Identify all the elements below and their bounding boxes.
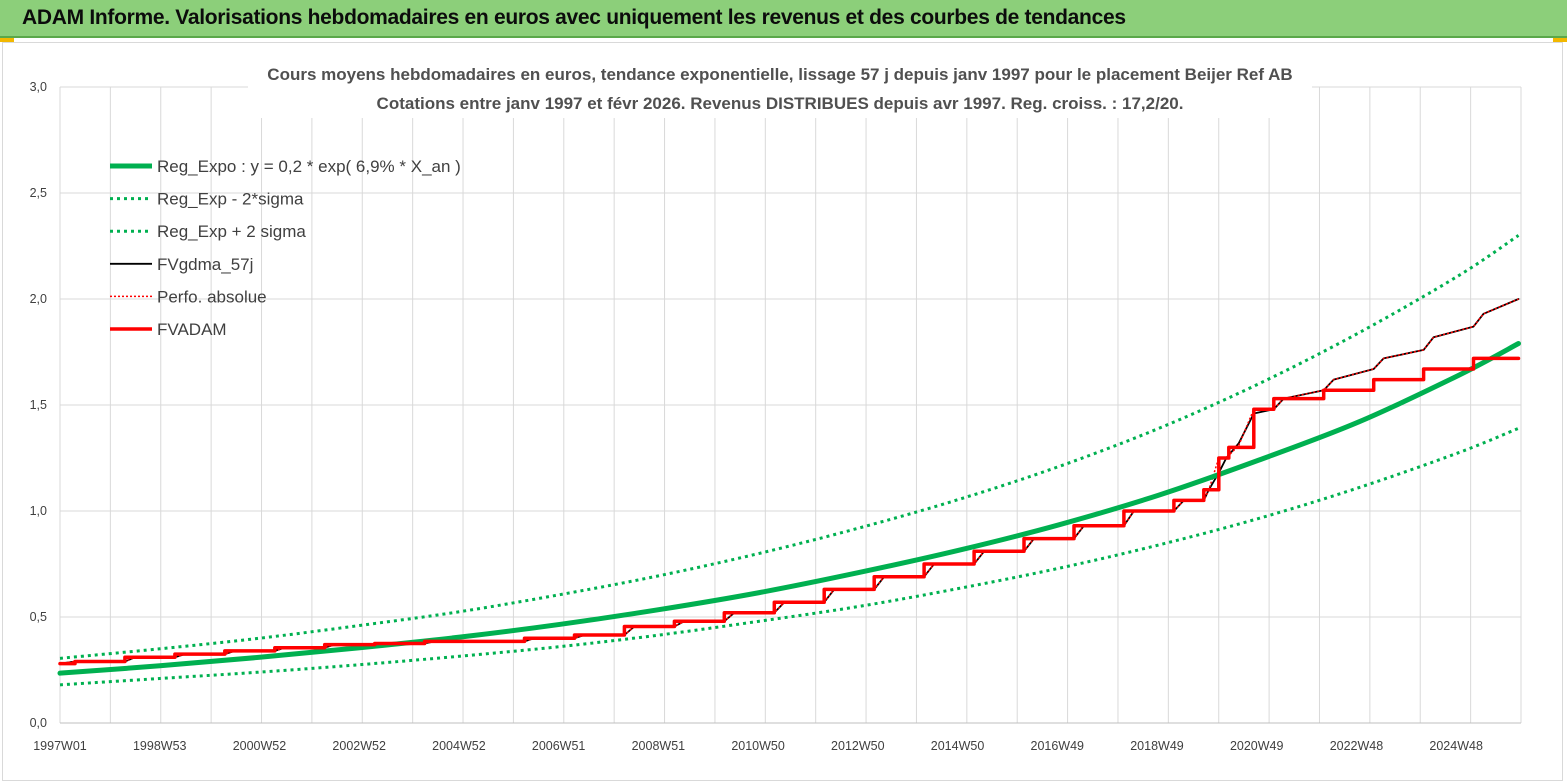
- x-tick-label: 2024W48: [1429, 739, 1483, 753]
- x-tick-label: 1998W53: [133, 739, 187, 753]
- tick-layer: 0,0 0,5 1,0 1,5 2,0 2,5 3,0 1997W01 1998W53 2000W…: [30, 80, 1483, 753]
- series-reg-expo: [57, 341, 1521, 676]
- y-tick-label: 1,0: [30, 504, 47, 518]
- legend-item-fvadam: FVADAM: [110, 320, 227, 339]
- chart-title: Cours moyens hebdomadaires en euros, ten…: [267, 65, 1292, 84]
- x-tick-label: 1997W01: [33, 739, 87, 753]
- x-tick-label: 2000W52: [233, 739, 287, 753]
- legend-label: Reg_Exp + 2 sigma: [157, 222, 306, 241]
- x-tick-label: 2008W51: [632, 739, 686, 753]
- header-bar: ADAM Informe. Valorisations hebdomadaire…: [0, 0, 1567, 38]
- series-reg-exp-minus-2sigma: [59, 426, 1520, 687]
- legend-item-perfo: Perfo. absolue: [110, 287, 267, 306]
- chart-title-bg: [248, 60, 1312, 118]
- y-tick-label: 0,0: [30, 716, 47, 730]
- series-fvadam: [58, 356, 1521, 666]
- legend-label: Reg_Expo : y = 0,2 * exp( 6,9% * X_an ): [157, 157, 461, 176]
- x-tick-label: 2004W52: [432, 739, 486, 753]
- chart-subtitle: Cotations entre janv 1997 et févr 2026. …: [377, 94, 1184, 113]
- x-tick-label: 2018W49: [1130, 739, 1184, 753]
- legend-item-fvgdma: FVgdma_57j: [110, 255, 253, 274]
- corner-marker-right: [1553, 38, 1567, 42]
- chart-frame: [2, 42, 1563, 781]
- page-title: ADAM Informe. Valorisations hebdomadaire…: [22, 6, 1126, 29]
- series-reg-exp-plus-2sigma: [59, 234, 1520, 660]
- x-tick-label: 2022W48: [1330, 739, 1384, 753]
- y-tick-label: 2,0: [30, 292, 47, 306]
- series-perfo-absolue: [59, 298, 1519, 665]
- x-tick-label: 2002W52: [332, 739, 386, 753]
- legend-item-reg-exp-plus: Reg_Exp + 2 sigma: [110, 222, 306, 241]
- y-tick-label: 1,5: [30, 398, 47, 412]
- legend-item-reg-exp-minus: Reg_Exp - 2*sigma: [110, 190, 304, 209]
- x-tick-label: 2006W51: [532, 739, 586, 753]
- legend-label: Reg_Exp - 2*sigma: [157, 190, 304, 209]
- x-tick-label: 2014W50: [931, 739, 985, 753]
- x-tick-label: 2020W49: [1230, 739, 1284, 753]
- x-tick-label: 2012W50: [831, 739, 885, 753]
- y-tick-label: 3,0: [30, 80, 47, 94]
- legend: Reg_Expo : y = 0,2 * exp( 6,9% * X_an ) R…: [110, 157, 461, 339]
- legend-label: FVgdma_57j: [157, 255, 253, 274]
- y-tick-label: 2,5: [30, 186, 47, 200]
- y-tick-label: 0,5: [30, 610, 47, 624]
- corner-marker-left: [0, 38, 14, 42]
- x-tick-label: 2016W49: [1031, 739, 1085, 753]
- x-tick-label: 2010W50: [731, 739, 785, 753]
- legend-label: FVADAM: [157, 320, 227, 339]
- series-fvgdma-57j: [59, 298, 1520, 665]
- legend-label: Perfo. absolue: [157, 287, 267, 306]
- series-layer: [57, 234, 1521, 687]
- grid-layer: [59, 86, 1522, 724]
- legend-item-reg-expo: Reg_Expo : y = 0,2 * exp( 6,9% * X_an ): [110, 157, 461, 176]
